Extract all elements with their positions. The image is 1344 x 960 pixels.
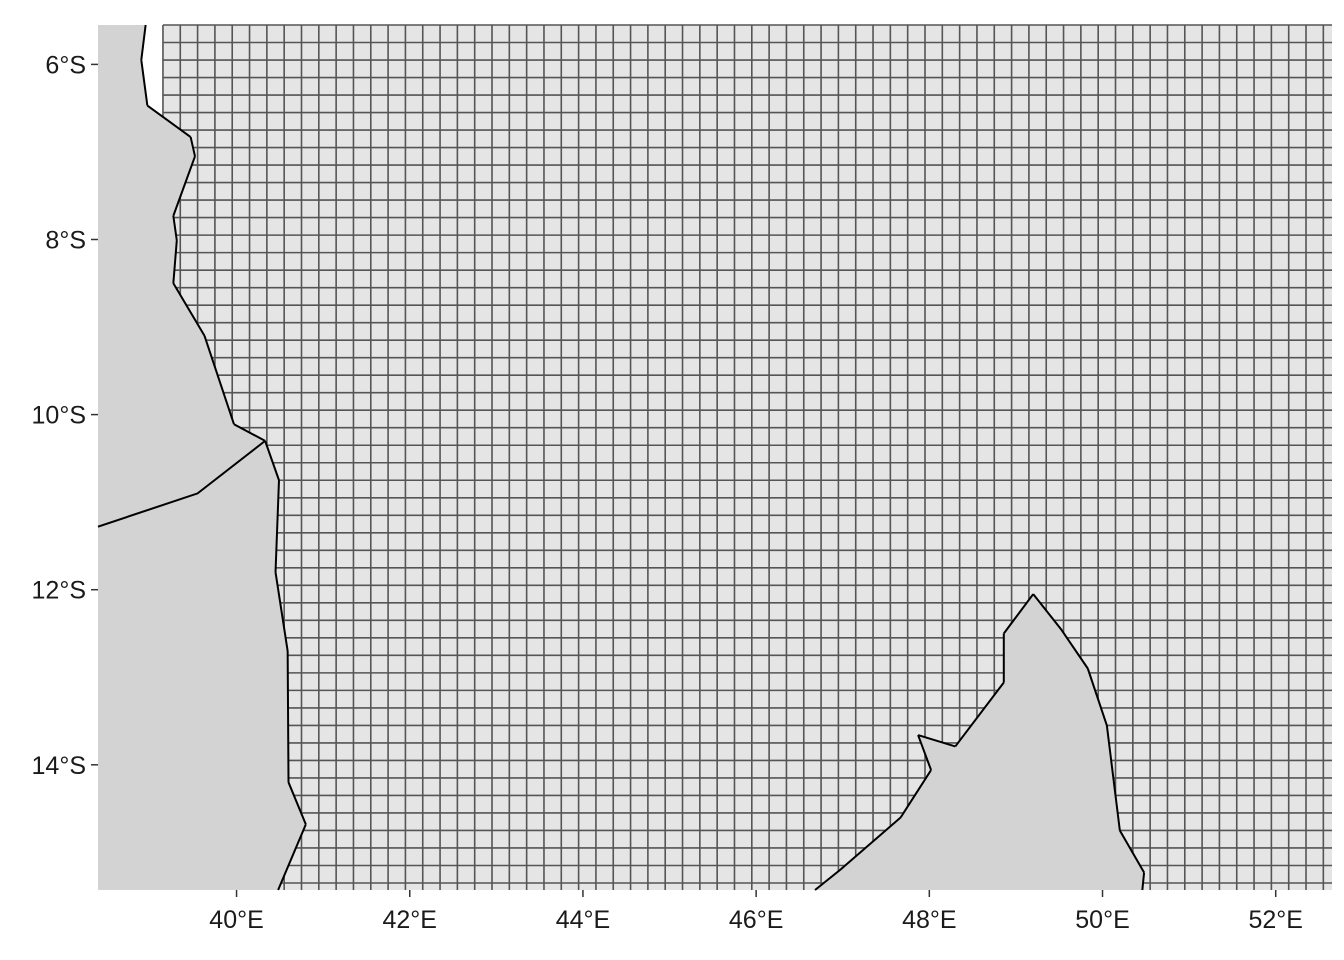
y-tick-label: 8°S	[45, 226, 86, 254]
x-axis: 40°E 42°E 44°E 46°E 48°E 50°E 52°E	[209, 890, 1303, 934]
madagascar-coastline	[814, 593, 1146, 891]
x-tick-label: 42°E	[383, 906, 437, 934]
land-layer	[97, 24, 1146, 891]
y-tick-label: 6°S	[45, 51, 86, 79]
x-tick-label: 46°E	[729, 906, 783, 934]
x-tick-label: 40°E	[209, 906, 263, 934]
grid-fill	[162, 25, 1332, 890]
ocean-grid	[162, 24, 1332, 890]
x-tick-label: 50°E	[1075, 906, 1129, 934]
x-tick-label: 52°E	[1248, 906, 1302, 934]
east-africa-coast-coastline	[140, 24, 307, 891]
y-tick-label: 12°S	[32, 577, 86, 605]
x-tick-label: 48°E	[902, 906, 956, 934]
x-tick-label: 44°E	[556, 906, 610, 934]
east-africa-coast-land	[98, 25, 306, 890]
y-axis: 6°S 8°S 10°S 12°S 14°S	[32, 51, 98, 780]
mozambique-tanzania-border	[97, 440, 266, 528]
y-tick-label: 10°S	[32, 402, 86, 430]
y-tick-label: 14°S	[32, 752, 86, 780]
madagascar-land	[815, 594, 1145, 890]
